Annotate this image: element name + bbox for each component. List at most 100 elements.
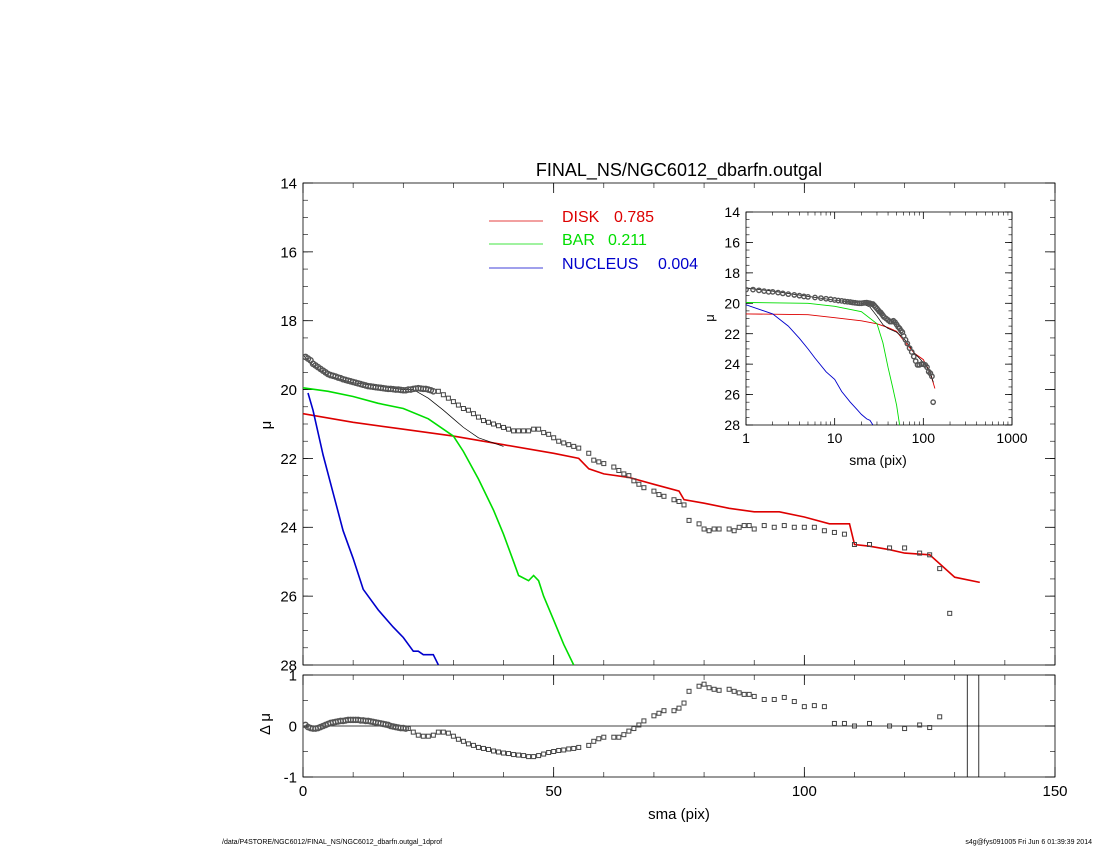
main-data-point-square: [571, 443, 577, 449]
main-data-point-square: [591, 457, 597, 463]
residual-data-point-square: [841, 720, 847, 726]
residual-data-point-square: [771, 696, 777, 702]
inset-data-point-circle: [838, 297, 845, 304]
legend-label-bar: BAR: [562, 232, 595, 249]
inset-data-point-circle: [779, 290, 786, 297]
main-data-point-square: [841, 531, 847, 537]
main-data-point-square: [435, 388, 441, 394]
inset-data-point-circle: [910, 353, 917, 360]
main-data-point-square: [470, 411, 476, 417]
residual-data-point-square: [485, 746, 491, 752]
main-data-point-square: [440, 392, 446, 398]
main-data-point-square: [656, 492, 662, 498]
x-axis-label: sma (pix): [648, 806, 710, 823]
residual-data-point-square: [626, 728, 632, 734]
main-data-point-square: [576, 445, 582, 451]
residual-data-point-square: [501, 750, 507, 756]
main-data-point-square: [746, 523, 752, 529]
residual-data-point-square: [596, 736, 602, 742]
main-data-point-square: [460, 406, 466, 412]
main-data-point-square: [636, 481, 642, 487]
residual-data-point-square: [470, 742, 476, 748]
main-data-point-square: [671, 497, 677, 503]
legend-label-nucleus: NUCLEUS: [562, 256, 638, 273]
residual-data-point-square: [641, 718, 647, 724]
residual-data-point-square: [676, 705, 682, 711]
residual-xtick-label: 0: [299, 783, 307, 800]
residual-data-point-square: [851, 723, 857, 729]
residual-data-point-square: [415, 732, 421, 738]
main-ytick-label: 28: [280, 657, 297, 674]
inset-data-point-circle: [805, 293, 811, 300]
inset-xtick-label: 1000: [996, 430, 1027, 446]
residual-data-point-square: [791, 699, 797, 705]
main-data-point-square: [536, 426, 542, 432]
residual-y-axis-label: Δ μ: [257, 713, 274, 735]
residual-data-point-square: [506, 751, 512, 757]
residual-xtick-label: 100: [792, 783, 817, 800]
main-data-point-square: [511, 428, 517, 434]
main-data-point-square: [541, 430, 547, 436]
main-plot-area: [303, 353, 980, 665]
residual-data-point-square: [821, 704, 827, 710]
inset-data-point-circle: [908, 349, 915, 355]
residual-ytick-label: 1: [289, 667, 297, 684]
main-data-point-square: [450, 399, 456, 405]
residual-panel: 10-10 50 100 150: [284, 667, 1068, 800]
inset-series-nucleus-line: [746, 304, 874, 425]
main-data-point-square: [791, 524, 797, 530]
main-ytick-label: 22: [280, 451, 297, 468]
main-data-point-square: [455, 402, 461, 408]
inset-data-point-circle: [796, 292, 803, 299]
legend-label-disk: DISK: [562, 209, 600, 226]
residual-data-point-square: [420, 733, 426, 739]
main-series-disk-line: [303, 412, 980, 584]
main-data-point-square: [546, 431, 552, 437]
residual-data-point-square: [526, 754, 532, 760]
residual-data-point-square: [681, 700, 687, 706]
inset-data-point-circle: [756, 287, 762, 294]
residual-data-point-square: [566, 746, 572, 752]
inset-series-bar-line: [746, 302, 901, 425]
residual-data-point-square: [460, 738, 466, 744]
residual-data-point-square: [811, 703, 817, 709]
residual-data-point-square: [601, 734, 607, 740]
main-y-axis-label: μ: [258, 421, 275, 430]
main-data-point-square: [696, 521, 702, 527]
residual-data-point-square: [516, 752, 522, 758]
main-data-point-square: [651, 488, 657, 494]
residual-data-point-square: [867, 720, 873, 726]
inset-ytick-label: 20: [724, 295, 740, 311]
main-data-point-square: [596, 459, 602, 465]
residual-data-point-square: [902, 726, 908, 732]
main-data-point-square: [561, 440, 567, 446]
residual-data-point-square: [546, 750, 552, 756]
main-data-point-square: [485, 419, 491, 425]
residual-ytick-label: 0: [289, 718, 297, 735]
residual-data-point-square: [831, 720, 837, 726]
main-data-point-square: [686, 517, 692, 523]
residual-data-point-square: [711, 686, 717, 692]
residual-data-point-square: [491, 748, 497, 754]
inset-log-panel: 14 16 18 20 22 24 26 281 10 100 1000: [724, 204, 1027, 446]
inset-ytick-label: 14: [724, 204, 740, 220]
inset-ytick-label: 24: [724, 356, 740, 372]
main-data-point-square: [851, 542, 857, 547]
residual-data-point-square: [621, 732, 627, 738]
main-data-point-square: [641, 485, 647, 491]
main-data-point-square: [621, 471, 627, 477]
main-data-point-square: [937, 566, 943, 572]
residual-data-point-square: [937, 714, 943, 720]
main-data-point-square: [611, 464, 617, 470]
main-data-point-square: [801, 524, 807, 530]
residual-data-point-square: [556, 747, 562, 753]
residual-xtick-label: 150: [1042, 783, 1067, 800]
main-data-point-square: [506, 426, 512, 432]
inset-data-point-circle: [761, 288, 767, 295]
residual-data-point-square: [736, 690, 742, 696]
residual-data-point-square: [440, 729, 446, 735]
main-data-point-square: [701, 526, 707, 532]
main-data-point-square: [887, 545, 893, 551]
main-data-point-square: [751, 526, 757, 532]
residual-data-point-square: [480, 745, 486, 751]
